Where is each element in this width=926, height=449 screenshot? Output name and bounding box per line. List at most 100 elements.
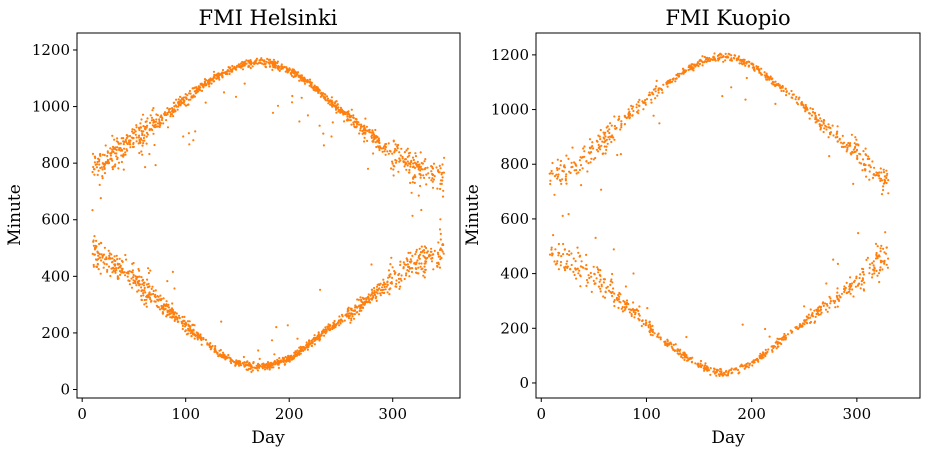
data-point	[879, 177, 883, 180]
data-point	[149, 114, 152, 117]
data-point	[189, 327, 192, 331]
data-point	[141, 133, 144, 137]
data-point	[690, 67, 693, 70]
data-point	[422, 254, 425, 257]
data-point	[350, 312, 353, 315]
data-point	[720, 53, 723, 56]
data-point	[115, 148, 118, 151]
data-point	[384, 288, 387, 291]
data-point	[688, 68, 692, 71]
data-point	[772, 81, 775, 84]
data-point	[148, 121, 152, 124]
data-point	[374, 293, 377, 297]
data-point	[873, 166, 876, 169]
data-point	[442, 189, 445, 192]
data-point	[384, 143, 387, 146]
data-point	[198, 87, 201, 90]
data-point	[420, 161, 423, 165]
data-point	[252, 362, 255, 365]
data-point	[251, 65, 254, 68]
data-point	[739, 364, 743, 368]
data-point	[751, 364, 754, 367]
data-point	[96, 250, 99, 253]
data-point	[154, 120, 158, 123]
data-point	[831, 124, 834, 127]
data-point	[314, 89, 317, 92]
data-point	[146, 133, 149, 136]
data-point	[437, 261, 440, 264]
data-point	[330, 135, 333, 138]
data-point	[175, 312, 178, 315]
data-point	[243, 361, 246, 364]
data-point	[188, 89, 191, 93]
data-point	[141, 278, 145, 281]
data-point	[819, 117, 822, 120]
data-point	[426, 166, 429, 169]
data-point	[111, 159, 114, 162]
data-point	[194, 130, 197, 133]
data-point	[656, 94, 659, 97]
data-point	[218, 78, 221, 81]
data-point	[275, 362, 278, 365]
data-point	[194, 333, 197, 336]
data-point	[326, 327, 330, 330]
data-point	[689, 356, 692, 360]
data-point	[868, 157, 871, 160]
data-point	[109, 158, 112, 161]
data-point	[708, 57, 711, 60]
data-point	[566, 252, 569, 256]
data-point	[165, 300, 168, 303]
data-point	[764, 76, 767, 79]
data-point	[325, 330, 328, 333]
data-point	[647, 94, 651, 97]
data-point	[866, 256, 870, 259]
data-point	[127, 279, 130, 282]
data-point	[420, 262, 423, 265]
data-point	[108, 254, 111, 257]
data-point	[431, 180, 434, 183]
data-point	[265, 366, 268, 369]
data-point	[637, 104, 641, 107]
data-point	[371, 129, 374, 132]
data-point	[550, 248, 553, 251]
data-point	[874, 242, 878, 245]
data-point	[820, 120, 823, 123]
data-point	[762, 353, 765, 356]
data-point	[346, 115, 349, 118]
data-point	[621, 306, 624, 309]
data-point	[781, 86, 784, 89]
x-tick-label: 0	[77, 405, 87, 423]
data-point	[108, 252, 111, 255]
data-point	[690, 63, 693, 66]
data-point	[316, 90, 319, 93]
data-point	[187, 98, 190, 101]
data-point	[400, 279, 403, 282]
data-point	[246, 368, 249, 371]
data-point	[137, 280, 140, 283]
data-point	[624, 303, 628, 306]
data-point	[341, 320, 344, 323]
data-point	[145, 142, 148, 145]
data-point	[882, 182, 886, 185]
data-point	[638, 98, 641, 101]
data-point	[724, 52, 727, 56]
data-point	[810, 114, 814, 117]
data-point	[744, 64, 747, 67]
data-point	[630, 314, 633, 318]
data-point	[412, 162, 415, 165]
data-point	[265, 60, 268, 63]
data-point	[109, 154, 112, 157]
data-point	[564, 175, 568, 178]
data-point	[286, 324, 289, 327]
data-point	[381, 283, 385, 286]
data-point	[301, 346, 304, 349]
data-point	[437, 169, 440, 172]
data-point	[175, 98, 178, 101]
data-point	[343, 120, 346, 123]
data-point	[848, 290, 851, 293]
data-point	[819, 126, 823, 130]
data-point	[814, 315, 817, 318]
data-point	[671, 80, 674, 83]
data-point	[103, 166, 106, 169]
data-point	[160, 304, 163, 308]
